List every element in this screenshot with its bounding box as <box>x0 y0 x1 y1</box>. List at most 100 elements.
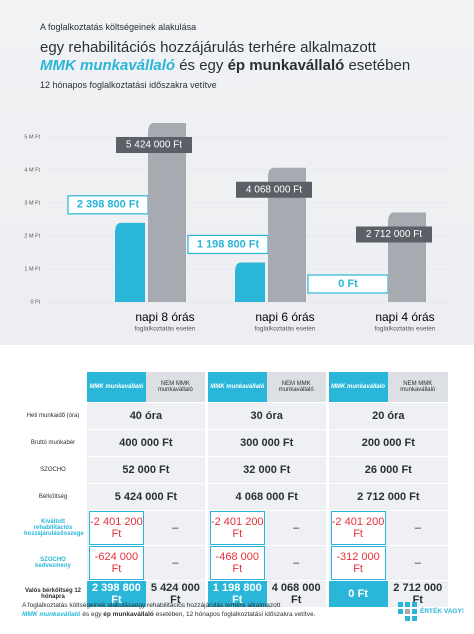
cell: 5 424 000 Ft <box>145 580 207 608</box>
cell: 200 000 Ft <box>325 429 448 457</box>
text: és egy <box>80 611 104 618</box>
text: A foglalkoztatás költségeinek alakulásae… <box>22 602 281 609</box>
corner <box>22 372 86 403</box>
cell: -468 000 Ft <box>204 545 267 581</box>
mmk: MMK munkavállaló <box>22 611 81 618</box>
ep: ép munkavállaló <box>227 57 345 74</box>
cell: -2 401 200 Ft <box>325 510 388 546</box>
table: MMK munkavállaló NEM MMK munkavállaló MMK … <box>22 372 448 608</box>
x-tick-label: napi 8 órás <box>135 310 194 324</box>
footer: A foglalkoztatás költségeinek alakulásae… <box>22 601 315 619</box>
cell: – <box>266 510 328 546</box>
cell: – <box>145 545 207 581</box>
cell: 30 óra <box>204 402 328 430</box>
cell-value: -624 000 Ft <box>89 546 144 580</box>
bar <box>148 123 186 303</box>
x-tick-note: foglalkoztatás esetén <box>374 326 435 333</box>
cell-value: -468 000 Ft <box>209 546 265 580</box>
bar <box>115 222 145 302</box>
x-tick-label: napi 6 órás <box>255 310 314 324</box>
subtitle: 12 hónapos foglalkoztatási időszakra vet… <box>40 80 217 90</box>
value-label-box <box>116 137 192 154</box>
chart: 0 Ft 1 M Ft 2 M Ft 3 M Ft 4 M Ft 5 M Ft 2 398 … <box>24 123 450 333</box>
cell: 4 068 000 Ft <box>204 483 328 511</box>
cell: -312 000 Ft <box>325 545 388 581</box>
row: SZOCHO 52 000 Ft 32 000 Ft 26 000 Ft <box>22 456 448 484</box>
cell: 2 712 000 Ft <box>325 483 448 511</box>
row: SZOCHO kedvezmény -624 000 Ft – -468 000 Ft… <box>22 545 448 581</box>
y-tick-label: 0 Ft <box>31 299 41 305</box>
cell-value: -312 000 Ft <box>330 546 386 580</box>
row-label: Bruttó munkabér <box>22 429 86 457</box>
text: esetében <box>344 57 411 74</box>
header-mmk: MMK munkavállaló <box>83 372 146 403</box>
cell: -2 401 200 Ft <box>83 510 146 546</box>
cell: 300 000 Ft <box>204 429 328 457</box>
header-nem: NEM MMK munkavállaló <box>387 372 448 403</box>
row: Heti munkaidő (óra) 40 óra 30 óra 20 óra <box>22 402 448 430</box>
value-label: 0 Ft <box>338 278 358 290</box>
value-label: 5 424 000 Ft <box>126 140 182 151</box>
cell: 32 000 Ft <box>204 456 328 484</box>
x-tick-note: foglalkoztatás esetén <box>134 326 195 333</box>
row: Kiváltott rehabilitációs hozzájárulásöss… <box>22 510 448 546</box>
value-label: 2 398 800 Ft <box>77 199 140 211</box>
bar <box>388 212 426 302</box>
bar <box>235 262 265 302</box>
header-mmk: MMK munkavállaló <box>204 372 267 403</box>
row-label: Bérköltség <box>22 483 86 511</box>
mmk: MMK munkavállaló <box>40 57 176 74</box>
y-tick-label: 4 M Ft <box>24 167 40 173</box>
cell: 26 000 Ft <box>325 456 448 484</box>
x-tick-label: napi 4 órás <box>375 310 434 324</box>
title-line: egy rehabilitációs hozzájárulás terhére … <box>40 39 377 56</box>
cell: – <box>387 545 448 581</box>
cell: – <box>145 510 207 546</box>
header-row: MMK munkavállaló NEM MMK munkavállaló MMK … <box>22 372 448 403</box>
cell: 400 000 Ft <box>84 429 207 457</box>
row-label: Valós bérköltség 12 hónapra <box>22 580 86 608</box>
cell: 20 óra <box>325 402 448 430</box>
row-label: Kiváltott rehabilitációs hozzájárulásöss… <box>22 510 86 546</box>
cell: 0 Ft <box>325 580 388 608</box>
row: Bruttó munkabér 400 000 Ft 300 000 Ft 200 0… <box>22 429 448 457</box>
logo-text: ÉRTÉK VAGY! <box>420 608 464 615</box>
row-label: SZOCHO kedvezmény <box>22 545 86 581</box>
cell: 40 óra <box>84 402 207 430</box>
cell: -624 000 Ft <box>83 545 146 581</box>
value-label-box <box>356 226 432 243</box>
header-nem: NEM MMK munkavállaló <box>266 372 328 403</box>
x-tick-note: foglalkoztatás esetén <box>254 326 315 333</box>
y-tick-label: 1 M Ft <box>24 266 40 272</box>
cell-value: -2 401 200 Ft <box>330 511 386 545</box>
cell-value: -2 401 200 Ft <box>209 511 265 545</box>
row-label: SZOCHO <box>22 456 86 484</box>
cell: 2 712 000 Ft <box>387 580 448 608</box>
cell: -2 401 200 Ft <box>204 510 267 546</box>
value-label: 2 712 000 Ft <box>366 229 422 240</box>
text: és egy <box>175 57 228 74</box>
value-label: 1 198 800 Ft <box>197 238 260 250</box>
cell: 2 398 800 Ft <box>83 580 146 608</box>
value-label: 4 068 000 Ft <box>246 184 302 195</box>
y-tick-label: 5 M Ft <box>24 134 40 140</box>
y-tick-label: 2 M Ft <box>24 233 40 239</box>
cell: 52 000 Ft <box>84 456 207 484</box>
cell: 5 424 000 Ft <box>84 483 207 511</box>
logo-icon <box>398 602 417 621</box>
row: Bérköltség 5 424 000 Ft 4 068 000 Ft 2 712 … <box>22 483 448 511</box>
title-line: MMK munkavállaló és egy ép munkavállaló … <box>40 57 410 74</box>
row-label: Heti munkaidő (óra) <box>22 402 86 430</box>
cell: 4 068 000 Ft <box>266 580 328 608</box>
cell: – <box>266 545 328 581</box>
kicker: A foglalkoztatás költségeinek alakulása <box>40 22 197 32</box>
header-nem: NEM MMK munkavállaló <box>145 372 207 403</box>
ep: ép munkavállaló <box>103 611 154 618</box>
cell: – <box>387 510 448 546</box>
text: esetében, 12 hónapos foglalkoztatási idő… <box>153 611 316 618</box>
cell-value: -2 401 200 Ft <box>89 511 144 545</box>
y-tick-label: 3 M Ft <box>24 200 40 206</box>
value-label-box <box>236 181 312 198</box>
bar <box>268 167 306 302</box>
